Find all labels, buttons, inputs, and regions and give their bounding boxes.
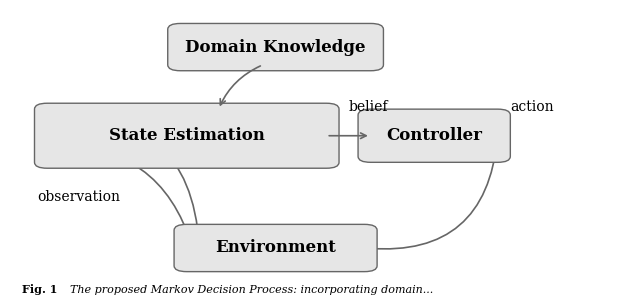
FancyBboxPatch shape [168,23,383,71]
FancyBboxPatch shape [174,224,377,272]
Text: action: action [510,100,554,113]
Text: observation: observation [38,190,121,204]
Text: Domain Knowledge: Domain Knowledge [186,39,366,56]
Text: Controller: Controller [386,127,482,144]
FancyBboxPatch shape [35,103,339,168]
Text: Fig. 1: Fig. 1 [22,284,57,295]
Text: The proposed Markov Decision Process: incorporating domain...: The proposed Markov Decision Process: in… [63,285,433,295]
Text: belief: belief [349,100,388,113]
FancyBboxPatch shape [358,109,510,162]
Text: State Estimation: State Estimation [109,127,265,144]
Text: Environment: Environment [215,240,336,256]
